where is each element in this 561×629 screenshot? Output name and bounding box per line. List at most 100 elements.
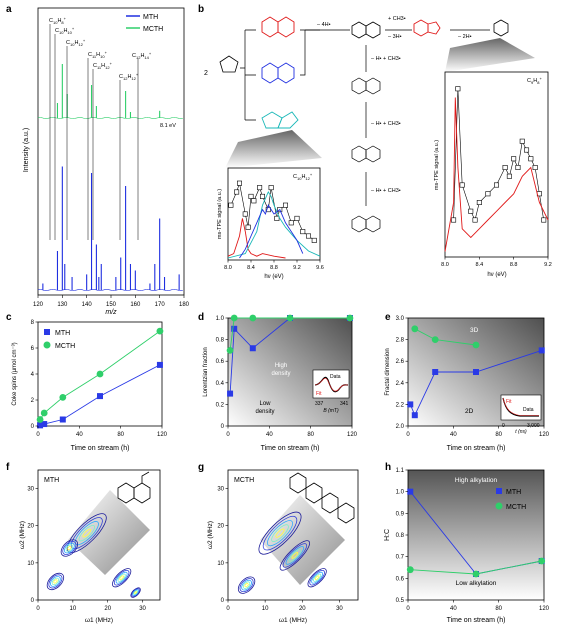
methylation-steps (351, 45, 381, 233)
e-ytick-label-2: 2.4 (396, 381, 405, 387)
minus-2h-label: – 2H• (458, 34, 472, 40)
d-mcth-point-3 (286, 314, 294, 322)
e-frame (407, 317, 545, 427)
b-left-point-0-13 (282, 202, 288, 208)
g-ticks: 0 10 20 30 0 10 20 30 (217, 487, 343, 612)
panel-label-a: a (6, 4, 12, 15)
e-series (407, 325, 545, 419)
e-mth-point-0 (407, 401, 414, 408)
f-xtick-label-1: 10 (70, 606, 77, 612)
b-right-line-1 (444, 97, 549, 252)
h-mth-point-0 (407, 488, 414, 495)
d-inset-legend-fit: Fit (316, 391, 322, 397)
g-ytick-label-0: 0 (221, 598, 225, 604)
b-left-point-0-17 (305, 233, 311, 239)
e-mth-point-1 (411, 412, 418, 419)
c-xtick-label-2: 80 (117, 432, 124, 438)
b-right-point-0-11 (515, 165, 521, 171)
h-ticks: 0 40 80 120 0.5 0.6 0.7 0.8 0.9 1.0 1.1 (396, 468, 550, 612)
c-mth-point-1 (41, 421, 48, 428)
e-xtick-label-0: 0 (406, 432, 410, 438)
h-ylabel: H:C (384, 529, 391, 541)
g-contour-2-2 (242, 581, 251, 589)
g-contour-0-5 (258, 511, 302, 555)
annot-c10h8: C10H8+ (49, 16, 67, 25)
b-right-point-0-15 (532, 165, 538, 171)
a-xtick-label-5: 170 (155, 302, 166, 308)
c-xtick-label-3: 120 (157, 432, 168, 438)
step-3-label: – H• + CH3• (371, 188, 401, 194)
d-label-low-density: Low density (255, 401, 274, 415)
h-label-low: Low alkylation (456, 580, 497, 587)
g-xtick-label-0: 0 (226, 606, 230, 612)
h-mcth-point-0 (406, 566, 414, 574)
b-left-xtick-label-2: 8.8 (270, 265, 278, 271)
b-right-title: C9H8+ (527, 76, 542, 85)
e-mcth-point-1 (431, 336, 439, 343)
h-gradient-bg (408, 470, 544, 600)
f-contour-4-2 (133, 590, 138, 595)
f-xtick-label-0: 0 (36, 606, 40, 612)
legend-label-mcth-c: MCTH (55, 343, 75, 350)
g-ytick-label-2: 20 (217, 524, 224, 530)
b-right-point-0-4 (472, 217, 478, 223)
f-contour-1-2 (117, 573, 126, 582)
a-baseline-0 (37, 289, 183, 291)
f-contour-2-4 (48, 574, 63, 589)
e-xlabel: Time on stream (h) (447, 445, 506, 452)
e-ylabel: Fractal dimension (385, 348, 391, 395)
annot-c11h12: C11H12+ (93, 61, 113, 70)
f-ylabel: ω2 (MHz) (19, 521, 26, 549)
f-contour-0-1 (82, 528, 92, 538)
f-xlabel: ω1 (MHz) (85, 617, 113, 624)
b-right-point-0-5 (476, 200, 482, 206)
b-right-point-0-9 (506, 173, 512, 179)
b-left-point-0-9 (265, 207, 271, 213)
legend-label-mth-a: MTH (143, 14, 158, 21)
g-contour-3-5 (279, 540, 311, 571)
b-left-point-0-10 (268, 185, 274, 191)
merge-arrow (300, 29, 320, 76)
g-contour-2-3 (241, 579, 252, 591)
cyan-dimer (261, 111, 299, 129)
g-xtick-label-3: 30 (336, 606, 343, 612)
d-mth-point-0 (227, 390, 234, 397)
f-contour-4-1 (134, 591, 137, 594)
panel-b-left-plot: 8.0 8.4 8.8 9.2 9.6 hν (eV) ms-TPE signal (a… (217, 167, 324, 280)
b-right-point-0-13 (524, 147, 530, 153)
g-xtick-label-2: 20 (299, 606, 306, 612)
b-left-ylabel: ms-TPE signal (a.u.) (217, 189, 223, 239)
c-mcth-point-2 (59, 394, 67, 401)
g-contour-1-5 (307, 568, 327, 588)
tetracene-structure (289, 472, 355, 524)
minus-4h-label: – 4H• (317, 22, 331, 28)
f-contour-4-5 (130, 587, 141, 598)
panel-label-h: h (385, 462, 391, 473)
d-ytick-label-4: 0.8 (216, 338, 225, 344)
h-ytick-label-0: 0.5 (396, 598, 405, 604)
b-right-point-0-6 (485, 191, 491, 197)
b-left-point-0-18 (311, 237, 317, 243)
b-left-point-0-2 (237, 180, 243, 186)
b-right-xlabel: hν (eV) (487, 272, 506, 278)
ethylnaphthalene-structure (117, 471, 151, 504)
d-inset-fit (314, 377, 349, 392)
f-ytick-label-1: 10 (27, 561, 34, 567)
g-contours (237, 511, 327, 594)
h-xtick-label-2: 80 (495, 606, 502, 612)
b-left-series (227, 180, 321, 259)
g-contour-0-1 (275, 528, 285, 538)
f-contour-1-1 (119, 575, 124, 580)
b-right-point-0-1 (455, 86, 461, 92)
f-contour-3-1 (67, 545, 72, 551)
d-xtick-label-3: 120 (347, 432, 358, 438)
h-mcth-point-1 (472, 570, 480, 578)
b-left-xtick-label-3: 9.2 (293, 265, 301, 271)
f-ticks: 0 10 20 30 0 10 20 30 (27, 487, 146, 612)
b-left-xlabel: hν (eV) (264, 274, 283, 280)
panel-a-peaks (37, 64, 183, 291)
d-inset-tick-1: 337 (315, 401, 324, 407)
panel-e-plot: 0 40 80 120 2.0 2.2 2.4 2.6 2.8 3.0 3D 2D Time on… (385, 316, 550, 452)
reagent-count: 2 (204, 70, 208, 77)
g-contour-2-1 (244, 583, 249, 588)
